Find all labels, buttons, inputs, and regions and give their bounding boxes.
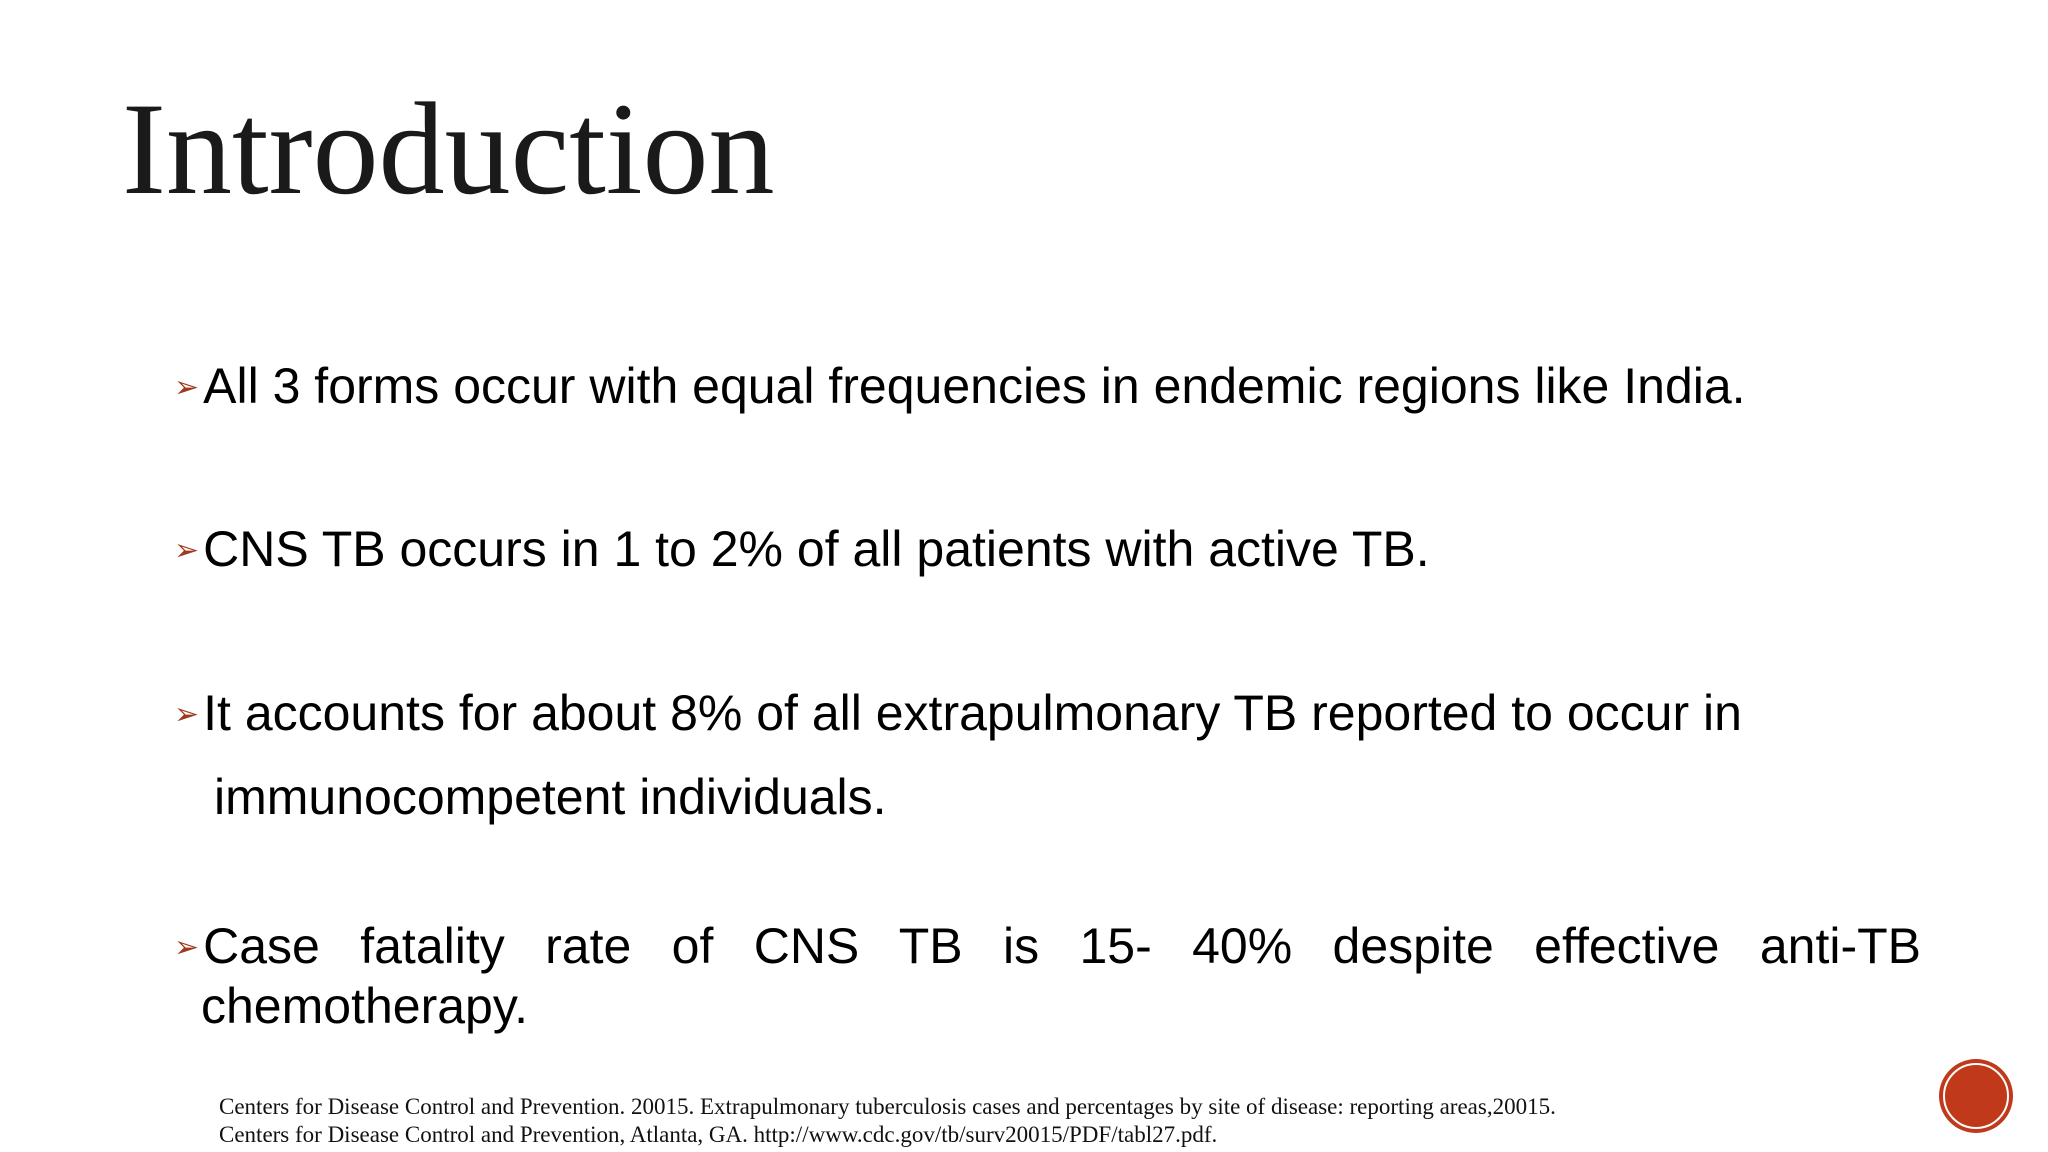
bullet-text: All 3 forms occur with equal frequencies…: [203, 358, 1746, 414]
badge-ring: [1943, 1063, 2009, 1129]
reference: Centers for Disease Control and Preventi…: [219, 1122, 1218, 1147]
bullet: ➢CNS TB occurs in 1 to 2% of all patient…: [174, 508, 1430, 592]
bullet-text: It accounts for about 8% of all extrapul…: [203, 685, 1742, 825]
slide-title: Introduction: [122, 75, 775, 222]
bullet: ➢Case fatality rate of CNS TB is 15- 40%…: [174, 917, 1921, 1035]
bullet-mark: ➢: [174, 697, 200, 732]
slide-badge: [1939, 1059, 2013, 1133]
bullet-mark: ➢: [174, 930, 200, 965]
badge-outer: [1939, 1059, 2013, 1133]
bullet-text: Case fatality rate of CNS TB is 15- 40% …: [201, 918, 1921, 1034]
bullet-mark: ➢: [174, 533, 200, 568]
reference: Centers for Disease Control and Preventi…: [219, 1094, 1556, 1119]
bullet-mark: ➢: [174, 370, 200, 405]
bullet: ➢It accounts for about 8% of all extrapu…: [174, 672, 1914, 838]
bullet: ➢All 3 forms occur with equal frequencie…: [174, 345, 1746, 429]
bullet-text: CNS TB occurs in 1 to 2% of all patients…: [203, 521, 1430, 577]
